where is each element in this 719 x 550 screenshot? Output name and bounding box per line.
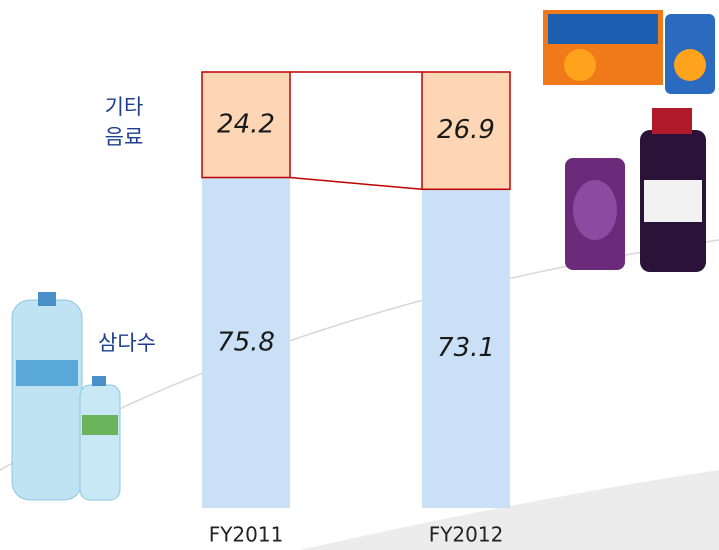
- data-label: 24.2: [217, 109, 275, 139]
- x-tick-label: FY2012: [429, 523, 504, 547]
- welchs-image: [565, 108, 706, 272]
- x-tick-label: FY2011: [209, 523, 284, 547]
- bar-segment: [422, 189, 510, 508]
- water-bottles-image: [11, 292, 121, 501]
- connector: [289, 176, 423, 191]
- data-label: 75.8: [217, 327, 275, 357]
- data-label: 73.1: [437, 333, 495, 363]
- bar-segment: [421, 71, 511, 191]
- swoosh: [300, 470, 719, 550]
- data-label: 26.9: [437, 115, 495, 145]
- legend-label: 기타 음료: [104, 95, 144, 149]
- juice-box-image: [543, 10, 715, 94]
- bar-segment: [201, 71, 291, 179]
- legend-label: 삼다수: [98, 331, 156, 355]
- bar-segment: [202, 177, 290, 508]
